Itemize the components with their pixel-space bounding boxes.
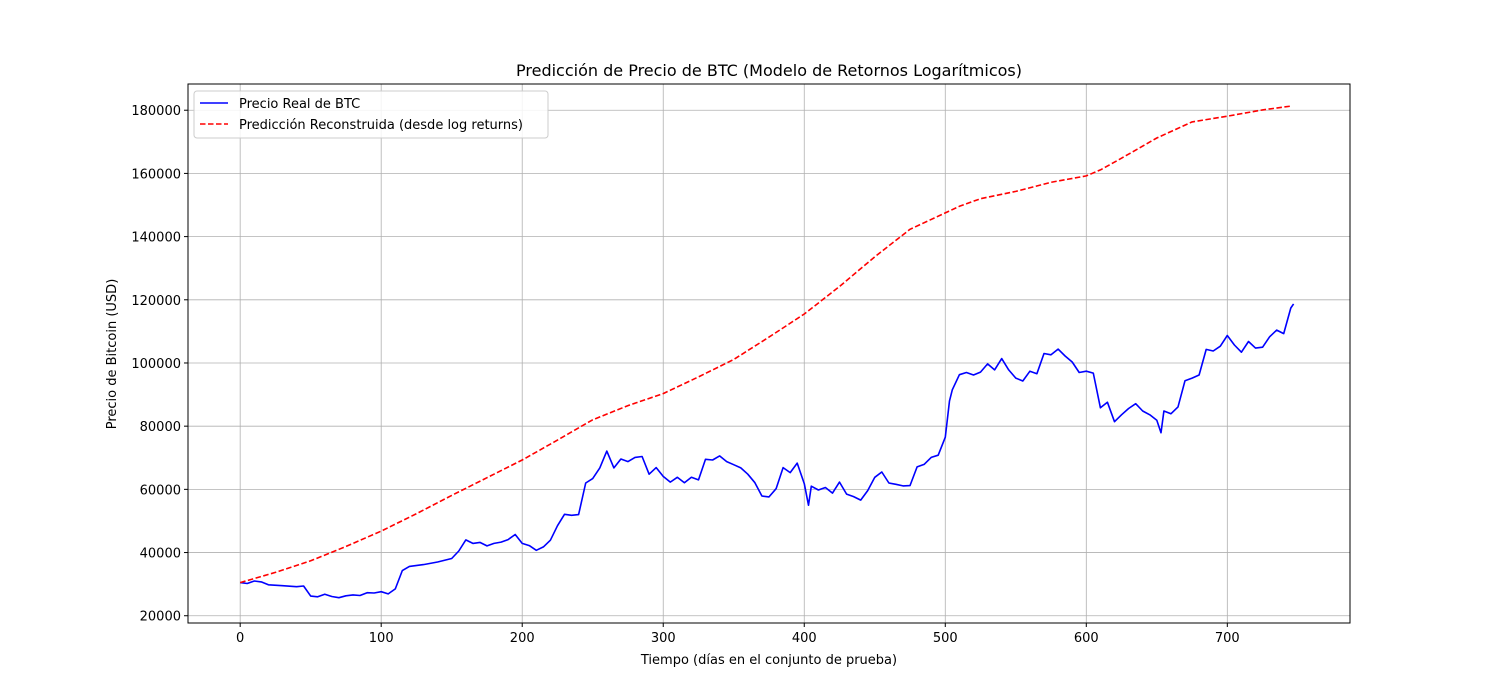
legend-box (193, 90, 549, 139)
y-axis-title: Precio de Bitcoin (USD) (105, 279, 120, 430)
axis-ticks: 0 100 200 300 400 500 600 700 20000 40000 60000 800… (131, 104, 1239, 646)
x-tick-label: 600 (1074, 631, 1099, 646)
legend: Precio Real de BTC Predicción Reconstrui… (193, 90, 549, 139)
series-lines (239, 105, 1295, 599)
y-tick-label: 160000 (131, 167, 181, 182)
y-tick-label: 140000 (131, 231, 181, 246)
y-tick-label: 40000 (140, 547, 181, 562)
x-tick-label: 300 (651, 631, 676, 646)
x-tick-label: 500 (933, 631, 958, 646)
x-tick-label: 0 (236, 631, 244, 646)
series-line-prediction (239, 105, 1291, 584)
grid-lines (188, 84, 1350, 623)
y-tick-label: 100000 (131, 357, 181, 372)
plot-frame (187, 83, 1351, 624)
legend-label-prediction: Predicción Reconstruida (desde log retur… (239, 118, 523, 133)
chart-title: Predicción de Precio de BTC (Modelo de R… (516, 61, 1022, 80)
x-axis-title: Tiempo (días en el conjunto de prueba) (640, 653, 897, 668)
y-tick-label: 120000 (131, 294, 181, 309)
x-tick-label: 700 (1215, 631, 1240, 646)
y-tick-label: 20000 (140, 610, 181, 625)
y-tick-label: 80000 (140, 420, 181, 435)
series-line-real-price (240, 303, 1295, 599)
x-tick-label: 100 (369, 631, 394, 646)
x-tick-label: 400 (792, 631, 817, 646)
legend-label-real: Precio Real de BTC (239, 97, 360, 112)
y-tick-label: 60000 (140, 483, 181, 498)
y-tick-label: 180000 (131, 104, 181, 119)
x-tick-label: 200 (510, 631, 535, 646)
